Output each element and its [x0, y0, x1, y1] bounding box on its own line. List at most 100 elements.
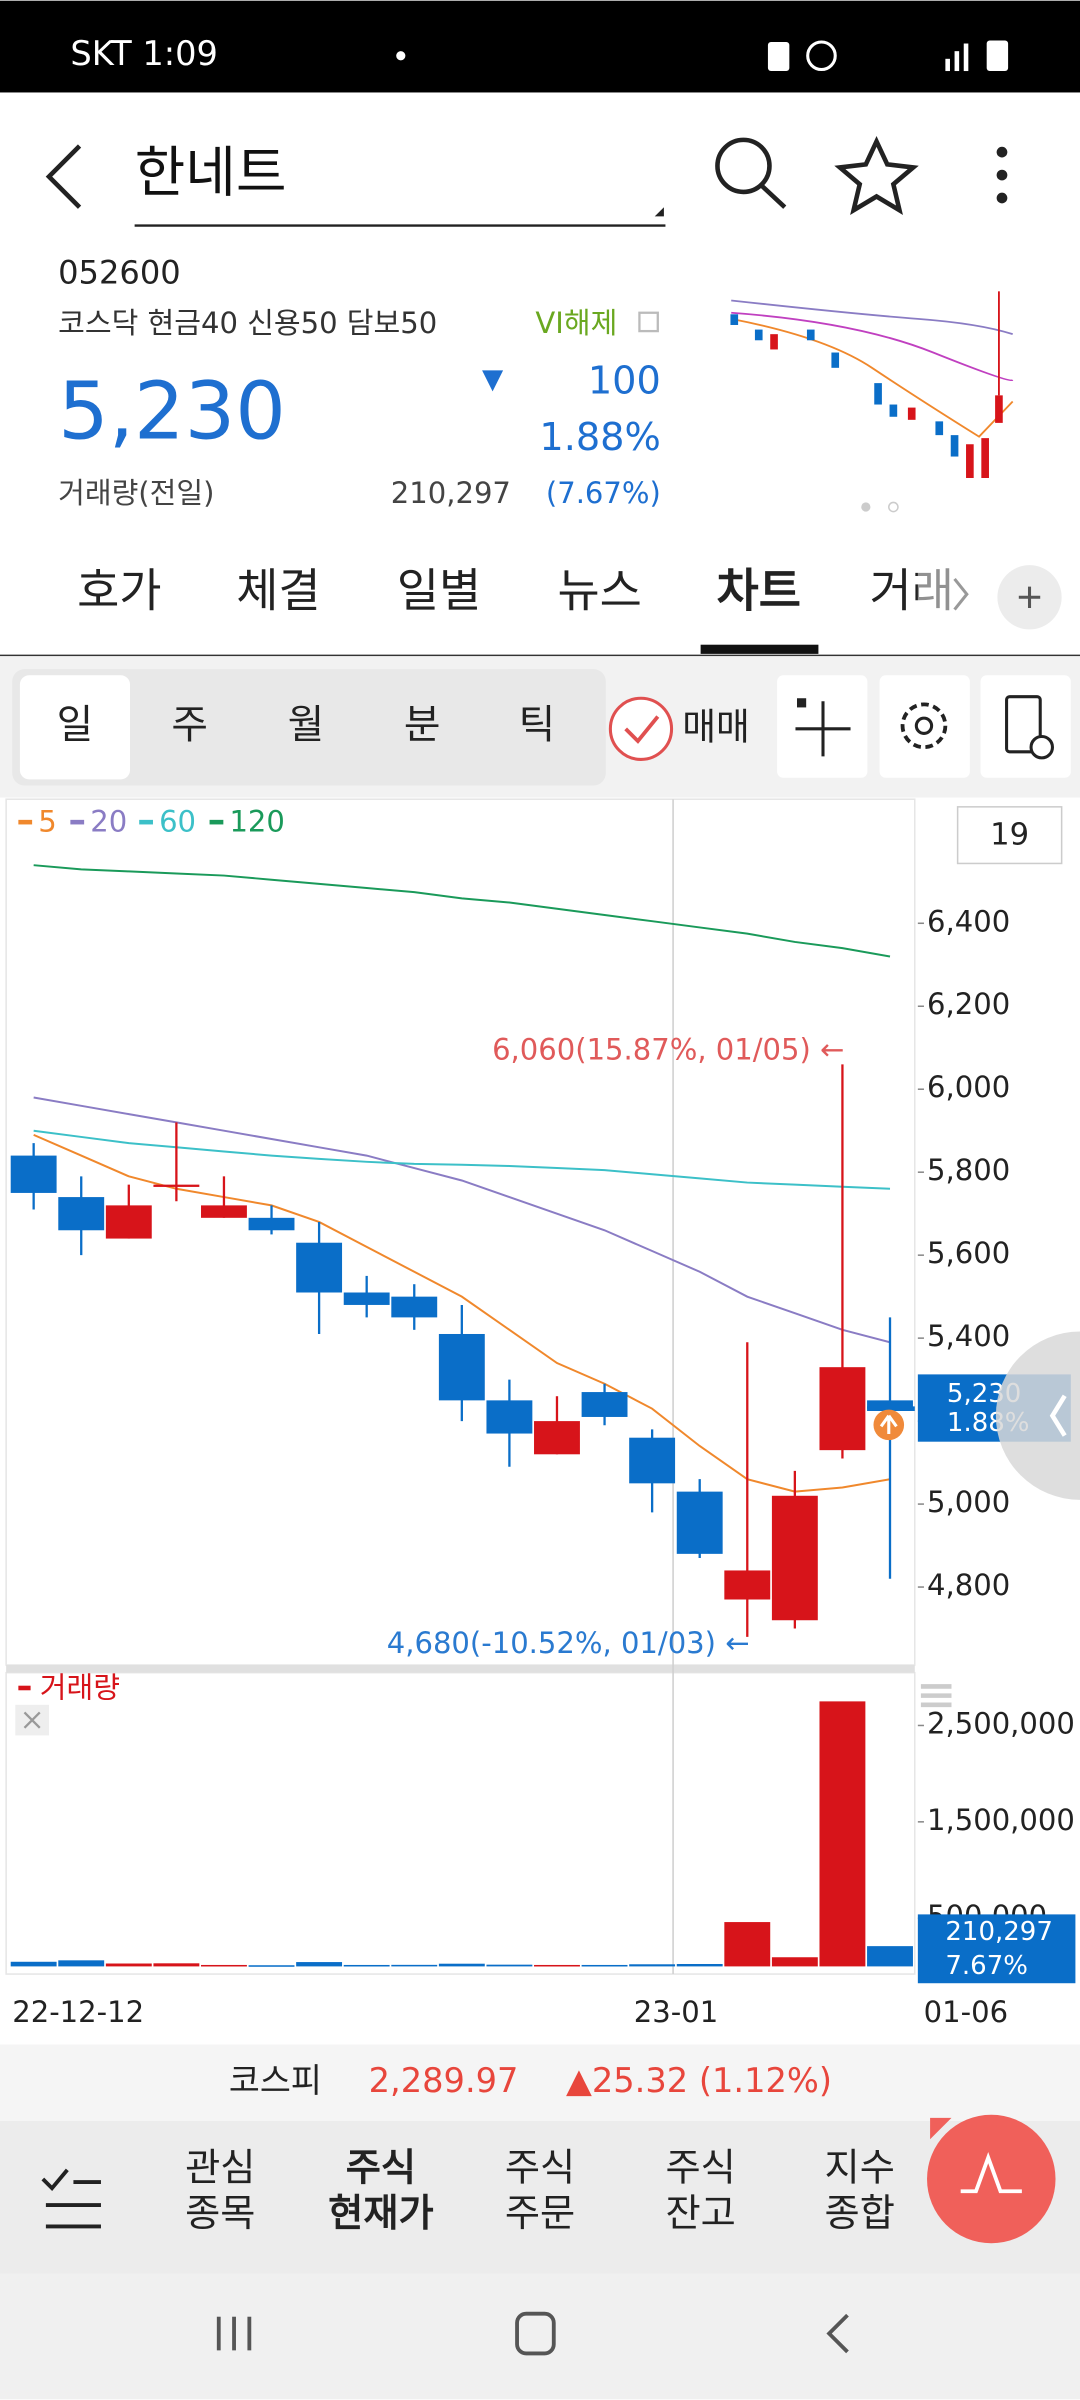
- tab[interactable]: 체결: [236, 564, 320, 618]
- tab[interactable]: 뉴스: [557, 564, 641, 618]
- candle-body: [676, 1491, 723, 1554]
- system-nav: [0, 2273, 1080, 2400]
- change-amount: 100: [588, 360, 661, 404]
- volume-tag-pct: 7.67%: [945, 1951, 1028, 1981]
- trade-toggle[interactable]: [608, 696, 674, 761]
- nav-label[interactable]: 관심: [185, 2146, 255, 2190]
- volume-bar: [105, 1963, 152, 1967]
- page-dot: [888, 501, 899, 513]
- chart-fab[interactable]: [927, 2114, 1056, 2244]
- nav-label[interactable]: 주식: [665, 2146, 735, 2190]
- volume-bar: [438, 1963, 485, 1967]
- candle-body: [296, 1242, 343, 1293]
- high-annotation: 6,060(15.87%, 01/05) ←: [492, 1033, 844, 1067]
- candle-body: [438, 1333, 485, 1401]
- market-info: 코스닥 현금40 신용50 담보50: [58, 306, 437, 340]
- volume-bar: [867, 1946, 913, 1967]
- candle-body: [867, 1400, 913, 1409]
- volume-bar: [676, 1963, 723, 1967]
- candle-body: [486, 1400, 533, 1434]
- nav-label[interactable]: 종합: [825, 2192, 895, 2236]
- period-selector: [12, 669, 606, 786]
- nav-label[interactable]: 주식: [505, 2146, 575, 2190]
- legend-label: 120: [229, 805, 284, 839]
- pane-handle[interactable]: [920, 1684, 952, 1708]
- volume-bar: [629, 1964, 676, 1967]
- back-button[interactable]: [45, 144, 82, 209]
- alert-arrow: [879, 1414, 898, 1435]
- period-button[interactable]: 분: [404, 702, 441, 748]
- stock-code: 052600: [58, 254, 181, 292]
- tab[interactable]: 일별: [397, 564, 481, 618]
- volume-bar: [581, 1964, 628, 1967]
- menu-button[interactable]: [41, 2168, 101, 2229]
- period-button[interactable]: 틱: [519, 702, 556, 748]
- legend-label: 5: [38, 805, 56, 839]
- legend-label: 60: [159, 805, 196, 839]
- period-button[interactable]: 월: [288, 702, 325, 748]
- crosshair-icon: [796, 698, 807, 708]
- settings-button[interactable]: [879, 675, 970, 778]
- pane-divider[interactable]: [6, 1665, 915, 1673]
- settings-icon: [914, 716, 934, 735]
- tab-scroll[interactable]: [953, 577, 969, 611]
- tab-fade: [917, 551, 995, 644]
- tab[interactable]: 차트: [717, 564, 801, 618]
- volume-ratio: (7.67%): [546, 476, 661, 510]
- index-change: ▲25.32 (1.12%): [566, 2061, 832, 2100]
- x-tick-label: 23-01: [634, 1995, 718, 2029]
- nav-label[interactable]: 지수: [825, 2146, 895, 2190]
- page-dot: [861, 502, 871, 512]
- search-button[interactable]: [715, 137, 787, 209]
- volume-bar: [296, 1962, 343, 1967]
- candle-body: [534, 1421, 580, 1455]
- tab[interactable]: 호가: [77, 564, 161, 618]
- trade-toggle-label[interactable]: 매매: [682, 705, 750, 748]
- mini-chart[interactable]: [730, 291, 1014, 478]
- rotate-icon: [1029, 734, 1054, 760]
- rotate-button[interactable]: [980, 675, 1071, 778]
- x-tick-label: 01-06: [924, 1995, 1008, 2029]
- volume-label: 거래량(전일): [58, 476, 214, 510]
- volume-legend-label: 거래량: [40, 1671, 120, 1705]
- period-button[interactable]: 일: [57, 702, 94, 748]
- volume-bar: [58, 1960, 105, 1967]
- volume-tag: [917, 1914, 1076, 1984]
- favorite-button[interactable]: [834, 135, 919, 216]
- vi-status: VI해제: [535, 306, 617, 340]
- volume-bar: [343, 1964, 390, 1967]
- candle-body: [581, 1392, 628, 1417]
- visible-count[interactable]: 19: [990, 817, 1029, 852]
- status-time: SKT 1:09: [70, 34, 218, 73]
- fab-icon: [960, 2152, 1022, 2194]
- nav-label[interactable]: 종목: [185, 2192, 255, 2236]
- more-button[interactable]: [996, 146, 1008, 204]
- period-selected: [19, 675, 131, 780]
- volume-tag-value: 210,297: [945, 1917, 1053, 1947]
- nav-label[interactable]: 현재가: [328, 2192, 434, 2236]
- fab-corner: [930, 2117, 952, 2140]
- system-buttons[interactable]: [216, 2311, 849, 2356]
- side-panel-arrow: [1049, 1394, 1067, 1437]
- volume-bar: [486, 1964, 533, 1967]
- nav-label[interactable]: 주식: [346, 2146, 416, 2190]
- candle-body: [248, 1217, 295, 1231]
- nav-label[interactable]: 주문: [505, 2192, 575, 2236]
- volume-bar: [771, 1957, 818, 1967]
- period-button[interactable]: 주: [171, 702, 208, 748]
- side-panel-handle[interactable]: [995, 1331, 1080, 1500]
- rotate-icon: [1005, 695, 1042, 754]
- plus-icon: [1018, 586, 1041, 608]
- dropdown-mark: [654, 207, 664, 217]
- settings-icon: [900, 702, 948, 750]
- vi-icon[interactable]: [638, 311, 659, 333]
- stock-name[interactable]: 한네트: [135, 141, 287, 205]
- y-tick-label: 4,800: [927, 1568, 1010, 1602]
- nav-label[interactable]: 잔고: [665, 2192, 735, 2236]
- count-box[interactable]: [956, 806, 1063, 865]
- status-icons: [396, 40, 1009, 72]
- y-tick-label: 6,400: [927, 904, 1010, 938]
